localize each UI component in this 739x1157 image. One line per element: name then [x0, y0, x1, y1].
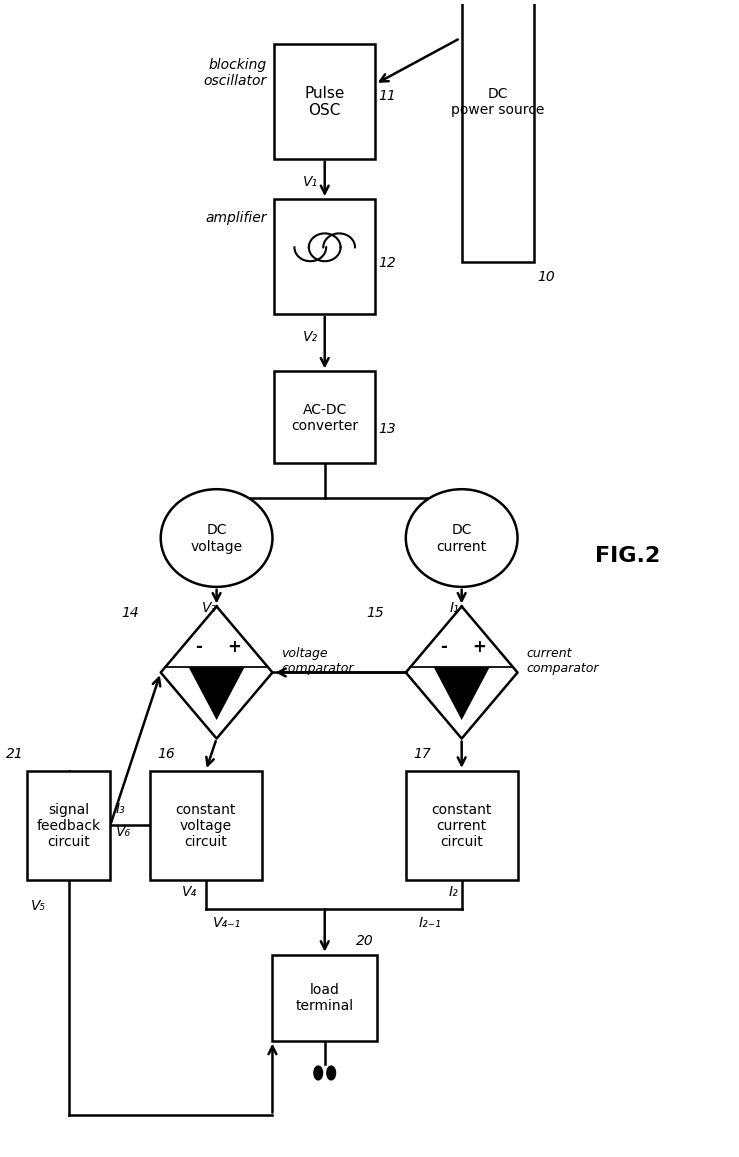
Text: V₁: V₁	[302, 175, 318, 190]
Circle shape	[327, 1066, 336, 1079]
Text: current
comparator: current comparator	[525, 647, 598, 676]
Ellipse shape	[406, 489, 517, 587]
Text: 16: 16	[157, 746, 174, 760]
Text: -: -	[440, 638, 447, 655]
Text: 12: 12	[378, 256, 396, 270]
Text: blocking
oscillator: blocking oscillator	[203, 58, 267, 88]
Bar	[274, 44, 375, 160]
Polygon shape	[188, 668, 245, 721]
Text: constant
current
circuit: constant current circuit	[431, 802, 491, 848]
Circle shape	[313, 1066, 322, 1079]
Text: +: +	[228, 638, 241, 655]
Text: 11: 11	[378, 89, 396, 103]
Ellipse shape	[160, 489, 272, 587]
Text: 14: 14	[121, 605, 139, 619]
Polygon shape	[433, 668, 489, 721]
Text: 17: 17	[412, 746, 430, 760]
Text: FIG.2: FIG.2	[594, 546, 659, 566]
Text: signal
feedback
circuit: signal feedback circuit	[37, 802, 101, 848]
Text: 21: 21	[6, 746, 24, 760]
Text: V₃: V₃	[202, 600, 217, 614]
Bar	[274, 199, 375, 315]
Text: V₄: V₄	[182, 884, 197, 899]
Text: I₃: I₃	[116, 802, 126, 816]
Text: I₂₋₁: I₂₋₁	[418, 915, 440, 929]
Text: 15: 15	[366, 605, 384, 619]
Text: 13: 13	[378, 422, 396, 436]
Text: DC
current: DC current	[436, 523, 486, 553]
Text: 20: 20	[355, 934, 373, 948]
Text: load
terminal: load terminal	[296, 982, 353, 1012]
Text: -: -	[195, 638, 202, 655]
Text: constant
voltage
circuit: constant voltage circuit	[175, 802, 236, 848]
Bar	[274, 371, 375, 464]
Bar	[27, 771, 110, 880]
Text: V₄₋₁: V₄₋₁	[213, 915, 241, 929]
Text: 10: 10	[537, 270, 554, 283]
Text: V₆: V₆	[116, 824, 131, 838]
Text: V₂: V₂	[302, 330, 318, 345]
Text: DC
voltage: DC voltage	[191, 523, 242, 553]
Text: +: +	[472, 638, 486, 655]
Bar	[150, 771, 262, 880]
Bar	[461, 0, 534, 263]
Text: amplifier: amplifier	[205, 211, 267, 224]
Text: I₁: I₁	[449, 600, 459, 614]
Bar	[272, 955, 377, 1041]
Text: DC
power source: DC power source	[451, 87, 544, 117]
Text: Pulse
OSC: Pulse OSC	[304, 86, 344, 118]
Text: I₂: I₂	[448, 884, 457, 899]
Bar	[406, 771, 517, 880]
Polygon shape	[160, 606, 272, 738]
Polygon shape	[406, 606, 517, 738]
Text: voltage
comparator: voltage comparator	[281, 647, 353, 676]
Text: AC-DC
converter: AC-DC converter	[291, 403, 358, 433]
Text: V₅: V₅	[31, 898, 46, 912]
